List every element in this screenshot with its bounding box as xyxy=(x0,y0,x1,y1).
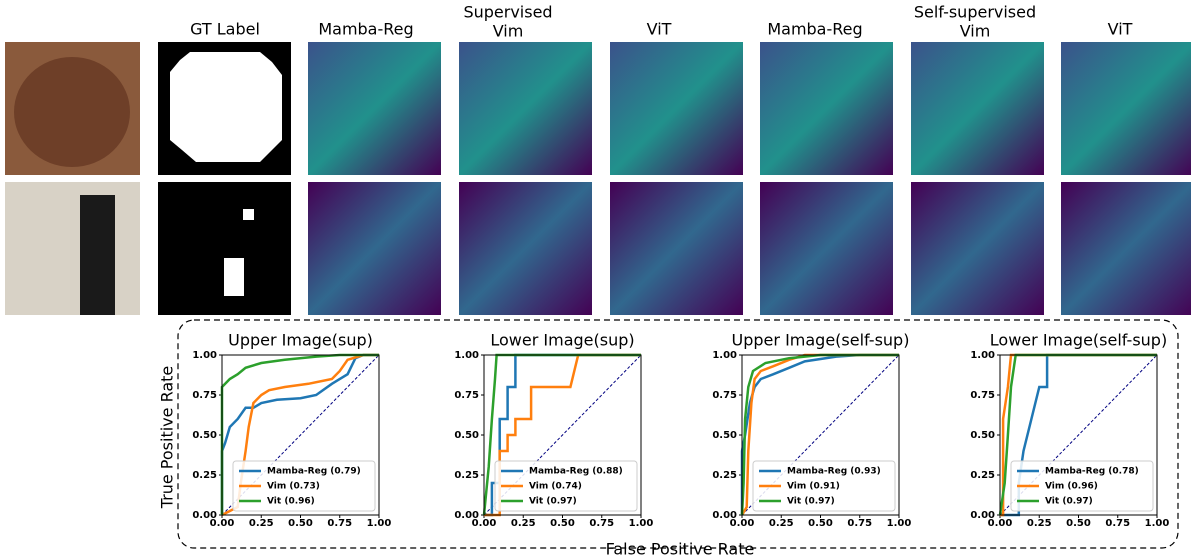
legend xyxy=(752,460,896,512)
legend-label: Mamba-Reg (0.88) xyxy=(529,467,623,477)
y-tick-label: 0.75 xyxy=(712,390,737,401)
plot-frame xyxy=(741,354,900,516)
legend xyxy=(494,460,638,512)
y-tick-label: 0.00 xyxy=(454,510,479,521)
legend-label: Vit (0.96) xyxy=(267,497,315,507)
gt-mask xyxy=(243,209,254,220)
roc-line xyxy=(740,353,899,516)
heatmap xyxy=(911,182,1044,315)
x-tick-label: 0.75 xyxy=(589,518,614,529)
plot-frame xyxy=(221,354,380,516)
column-header: Vim xyxy=(960,22,991,41)
legend-label: Vim (0.73) xyxy=(267,482,320,492)
x-axis-label: False Positive Rate xyxy=(606,540,755,559)
y-tick-label: 0.25 xyxy=(970,470,995,481)
roc-line xyxy=(484,353,641,517)
heatmap xyxy=(1061,182,1191,315)
heatmap xyxy=(308,42,441,175)
legend-label: Mamba-Reg (0.93) xyxy=(787,467,881,477)
y-tick-label: 1.00 xyxy=(970,350,995,361)
heatmap xyxy=(308,182,441,315)
x-tick-label: 0.75 xyxy=(847,518,872,529)
x-tick-label: 0.00 xyxy=(988,518,1013,529)
x-tick-label: 1.00 xyxy=(887,518,912,529)
plot-frame xyxy=(999,354,1158,516)
column-header: ViT xyxy=(1108,20,1133,39)
heatmap xyxy=(459,42,592,175)
person xyxy=(80,195,115,315)
chart-title: Upper Image(sup) xyxy=(228,331,373,350)
y-tick-label: 0.50 xyxy=(712,430,737,441)
x-tick-label: 0.25 xyxy=(769,518,794,529)
y-tick-label: 0.75 xyxy=(192,390,217,401)
y-tick-label: 0.75 xyxy=(970,390,995,401)
gt-mask xyxy=(170,52,282,162)
heatmap xyxy=(610,42,743,175)
legend xyxy=(1010,460,1154,512)
gt-mask xyxy=(224,258,244,296)
legend-label: Vim (0.96) xyxy=(1045,482,1098,492)
x-tick-label: 1.00 xyxy=(629,518,654,529)
heatmap xyxy=(760,182,893,315)
column-header: Mamba-Reg xyxy=(767,20,862,39)
legend-label: Mamba-Reg (0.79) xyxy=(267,467,361,477)
column-header: Supervised xyxy=(463,3,552,22)
x-tick-label: 0.00 xyxy=(472,518,497,529)
heatmap xyxy=(911,42,1044,175)
x-tick-label: 0.50 xyxy=(550,518,575,529)
x-tick-label: 0.50 xyxy=(808,518,833,529)
chart-title: Upper Image(self-sup) xyxy=(732,331,910,350)
column-header: GT Label xyxy=(190,20,260,39)
y-tick-label: 0.00 xyxy=(970,510,995,521)
column-header: Vim xyxy=(493,22,524,41)
x-tick-label: 0.00 xyxy=(730,518,755,529)
chart-title: Lower Image(sup) xyxy=(490,331,634,350)
roc-line xyxy=(220,353,379,515)
column-header: Mamba-Reg xyxy=(318,20,413,39)
y-tick-label: 0.00 xyxy=(192,510,217,521)
y-tick-label: 0.00 xyxy=(712,510,737,521)
legend-label: Vit (0.97) xyxy=(787,497,835,507)
heatmap xyxy=(1061,42,1191,175)
frame xyxy=(177,319,1179,549)
x-tick-label: 1.00 xyxy=(1145,518,1170,529)
y-tick-label: 0.25 xyxy=(454,470,479,481)
column-header: ViT xyxy=(647,20,672,39)
legend-label: Vim (0.74) xyxy=(529,482,582,492)
y-tick-label: 1.00 xyxy=(712,350,737,361)
x-tick-label: 0.25 xyxy=(511,518,536,529)
x-tick-label: 0.75 xyxy=(1105,518,1130,529)
chart-title: Lower Image(self-sup) xyxy=(990,331,1167,350)
plot-frame xyxy=(483,354,642,516)
y-tick-label: 0.50 xyxy=(192,430,217,441)
heatmap xyxy=(610,182,743,315)
x-tick-label: 0.50 xyxy=(288,518,313,529)
y-axis-label: True Positive Rate xyxy=(158,366,177,510)
y-tick-label: 1.00 xyxy=(192,350,217,361)
barrel xyxy=(14,57,130,167)
roc-line xyxy=(220,353,379,515)
column-header: Self-supervised xyxy=(914,3,1036,22)
photo xyxy=(5,182,140,315)
heatmap xyxy=(459,182,592,315)
legend xyxy=(232,460,376,512)
y-tick-label: 0.50 xyxy=(970,430,995,441)
legend-label: Vit (0.97) xyxy=(529,497,577,507)
y-tick-label: 1.00 xyxy=(454,350,479,361)
x-tick-label: 0.50 xyxy=(1066,518,1091,529)
x-tick-label: 0.75 xyxy=(327,518,352,529)
heatmap xyxy=(760,42,893,175)
y-tick-label: 0.50 xyxy=(454,430,479,441)
x-tick-label: 0.25 xyxy=(1027,518,1052,529)
y-tick-label: 0.25 xyxy=(192,470,217,481)
legend-label: Vit (0.97) xyxy=(1045,497,1093,507)
x-tick-label: 0.00 xyxy=(210,518,235,529)
legend-label: Mamba-Reg (0.78) xyxy=(1045,467,1139,477)
y-tick-label: 0.75 xyxy=(454,390,479,401)
x-tick-label: 0.25 xyxy=(249,518,274,529)
y-tick-label: 0.25 xyxy=(712,470,737,481)
legend-label: Vim (0.91) xyxy=(787,482,840,492)
x-tick-label: 1.00 xyxy=(367,518,392,529)
